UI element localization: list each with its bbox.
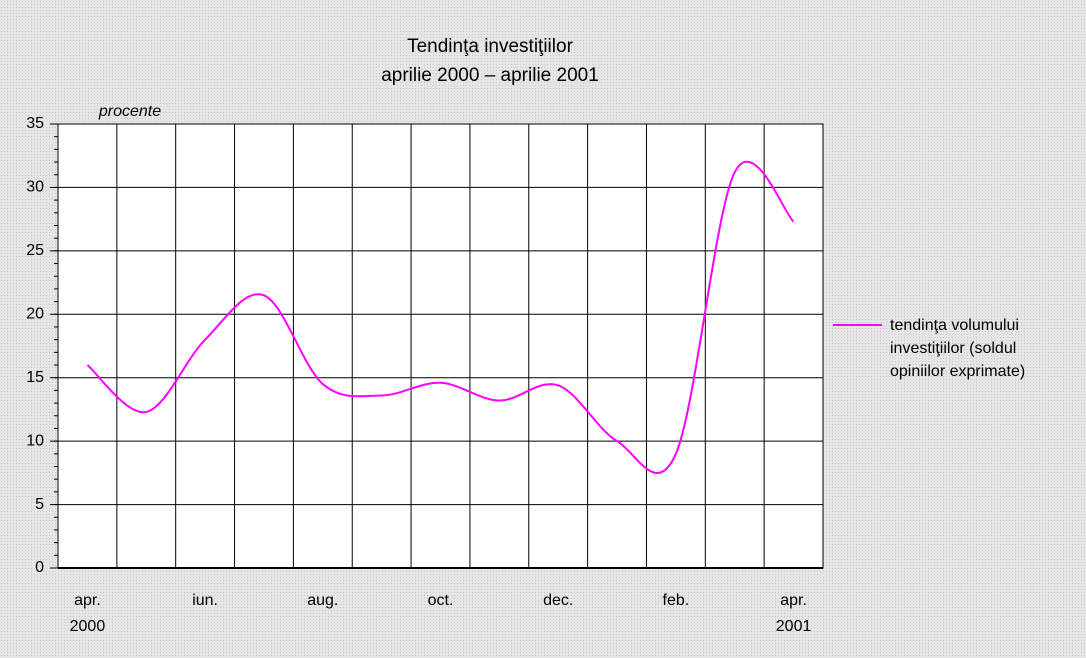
x-tick-label: apr. 2001 bbox=[775, 592, 812, 635]
y-tick-label: 5 bbox=[35, 496, 44, 513]
y-axis-label: procente bbox=[98, 103, 161, 120]
series-line bbox=[86, 160, 795, 474]
x-tick-label: dec. bbox=[543, 592, 574, 609]
legend-label: tendinţa volumului investiţiilor (soldul… bbox=[890, 317, 1026, 380]
plot-border bbox=[57, 123, 824, 569]
x-tick-label: feb. bbox=[662, 592, 690, 609]
y-tick-label: 20 bbox=[26, 306, 44, 323]
x-tick-label: aug. bbox=[307, 592, 339, 609]
x-tick-label: apr. 2000 bbox=[69, 592, 106, 635]
chart-subtitle: aprilie 2000 – aprilie 2001 bbox=[381, 65, 599, 86]
y-tick-label: 0 bbox=[35, 559, 44, 576]
y-tick-label: 15 bbox=[26, 369, 44, 386]
x-tick-label: oct. bbox=[427, 592, 454, 609]
y-tick-label: 10 bbox=[26, 432, 44, 449]
plot-area bbox=[58, 124, 823, 568]
y-tick-label: 30 bbox=[26, 179, 44, 196]
x-tick-label: iun. bbox=[192, 592, 218, 609]
chart-title: Tendinţa investiţiilor bbox=[407, 36, 573, 57]
y-tick-label: 35 bbox=[26, 115, 44, 132]
y-tick-label: 25 bbox=[26, 242, 44, 259]
